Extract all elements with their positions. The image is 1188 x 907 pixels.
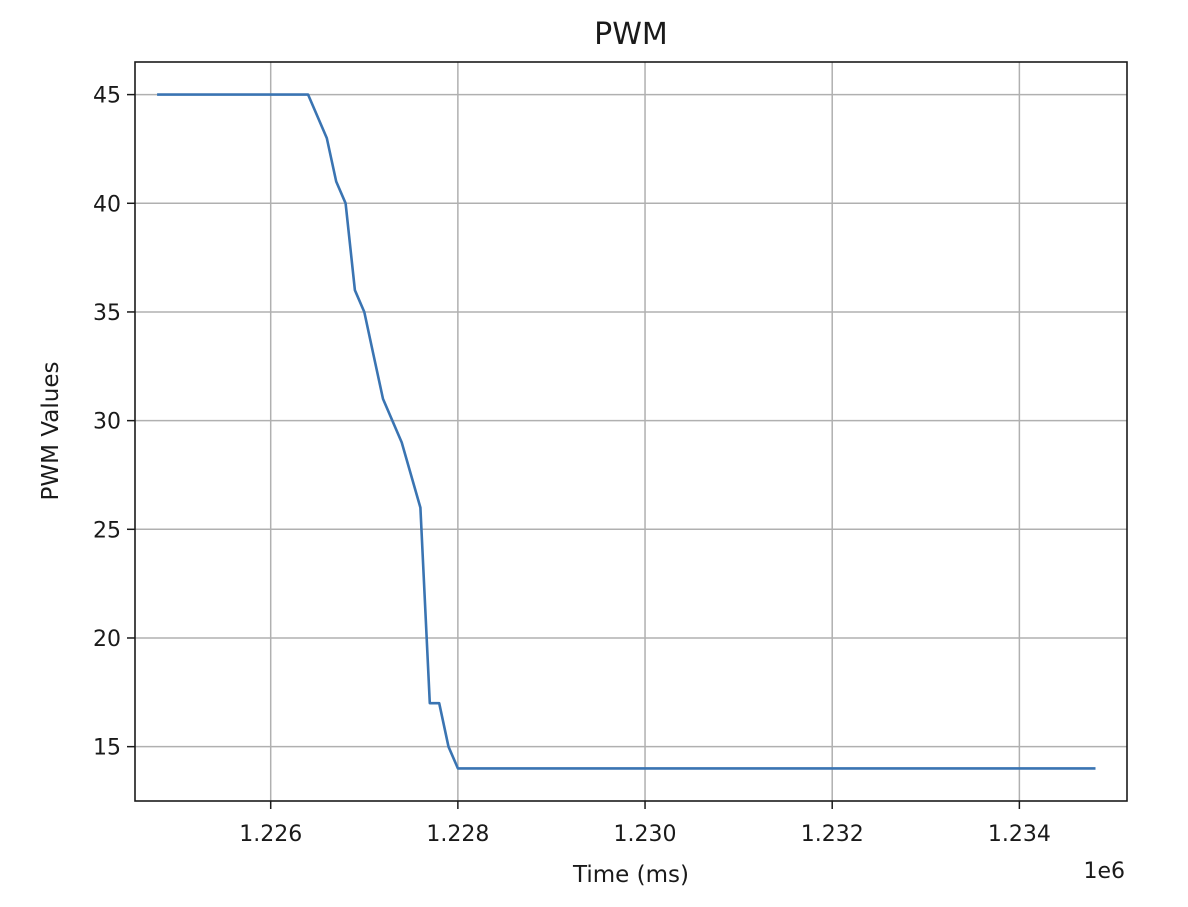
y-tick-label: 30	[93, 410, 121, 435]
x-tick-label: 1.226	[239, 822, 302, 847]
y-tick-label: 45	[93, 84, 121, 109]
y-tick-label: 25	[93, 518, 121, 543]
y-axis-label: PWM Values	[38, 362, 64, 501]
series-line	[157, 93, 1096, 770]
plot-frame	[134, 61, 1128, 802]
y-tick-label: 35	[93, 301, 121, 326]
y-tick-label: 15	[93, 736, 121, 761]
y-tick-label: 20	[93, 627, 121, 652]
ticks: 1.226 1.228 1.230 1.232 1.234 15 20 25 30 35 40 45	[93, 84, 1051, 847]
series-layer	[157, 93, 1096, 770]
x-axis-offset-label: 1e6	[1083, 859, 1125, 884]
x-tick-label: 1.232	[801, 822, 864, 847]
y-tick-label: 40	[93, 192, 121, 217]
grid	[135, 62, 1127, 801]
x-tick-label: 1.234	[988, 822, 1051, 847]
x-tick-label: 1.230	[614, 822, 677, 847]
x-axis-label: Time (ms)	[572, 862, 689, 888]
chart-title: PWM	[594, 17, 668, 52]
x-tick-label: 1.228	[426, 822, 489, 847]
